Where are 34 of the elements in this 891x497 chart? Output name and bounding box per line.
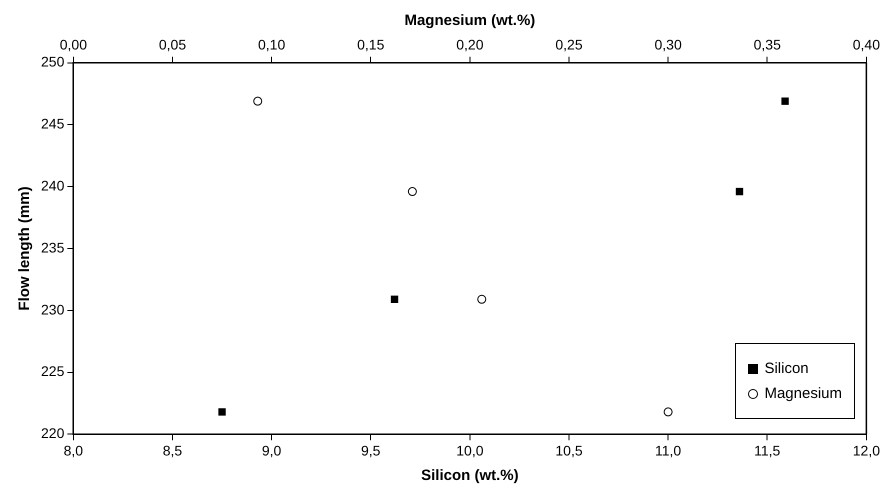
legend-label: Magnesium (764, 385, 842, 402)
x2-tick-label: 0,20 (456, 36, 484, 52)
point (390, 296, 398, 303)
x2-tick-label: 0,30 (654, 36, 682, 52)
x2-tick-label: 0,05 (158, 36, 186, 52)
point (218, 408, 226, 416)
y-tick-label: 250 (41, 54, 65, 70)
x2-axis-title: Magnesium (wt.%) (404, 12, 536, 30)
x-tick-label: 12,0 (852, 442, 880, 458)
y-tick-label: 220 (41, 425, 65, 442)
x2-tick-label: 0,15 (357, 36, 385, 52)
legend-label: Silicon (764, 360, 809, 377)
x2-tick-label: 0,25 (555, 36, 583, 52)
point (736, 188, 744, 196)
x2-tick-label: 0,35 (754, 36, 782, 52)
x-tick-label: 11,5 (754, 442, 781, 458)
x-tick-label: 8,5 (162, 442, 182, 458)
y-tick-label: 225 (41, 363, 65, 380)
y-tick-label: 240 (41, 177, 65, 194)
x-tick-label: 10,0 (456, 442, 484, 458)
x-tick-label: 10,5 (555, 442, 583, 458)
y-tick-label: 230 (41, 301, 65, 318)
x-tick-label: 9,5 (361, 442, 381, 458)
x-tick-label: 11,0 (655, 442, 682, 458)
y-tick-label: 235 (41, 239, 65, 256)
x2-tick-label: 0,00 (60, 36, 88, 52)
point (781, 97, 789, 105)
x2-tick-label: 0,40 (852, 36, 880, 52)
x-tick-label: 8,0 (64, 442, 84, 458)
y-tick-label: 245 (41, 116, 65, 132)
x2-tick-label: 0,10 (258, 36, 286, 52)
y-axis-title: Flow length (mm) (16, 186, 34, 311)
x-axis-title: Silicon (wt.%) (421, 467, 519, 484)
x-tick-label: 9,0 (262, 442, 282, 458)
